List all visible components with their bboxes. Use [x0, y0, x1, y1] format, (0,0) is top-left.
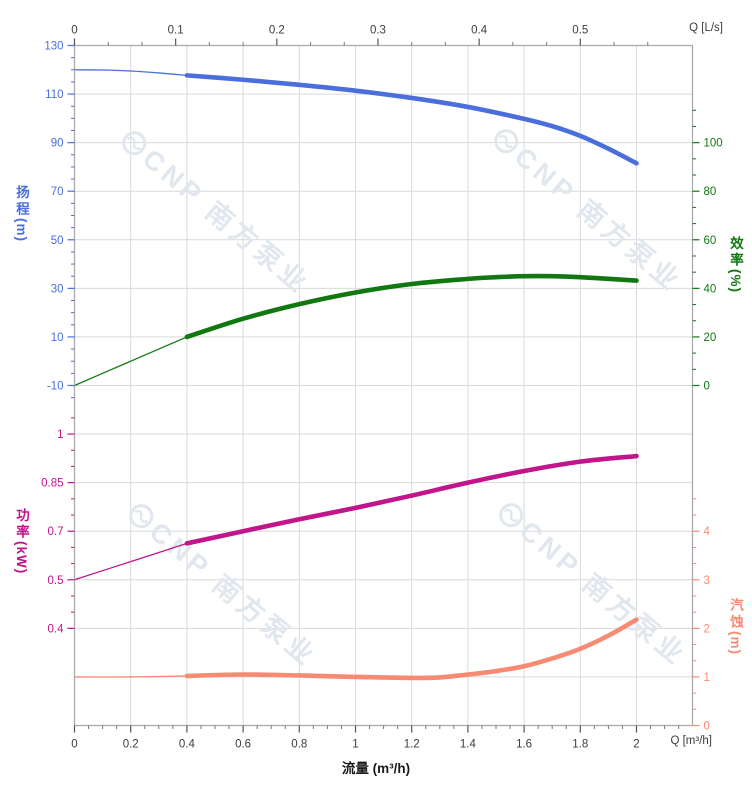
svg-text:0: 0 — [71, 25, 77, 37]
svg-text:20: 20 — [704, 332, 717, 344]
svg-text:130: 130 — [44, 41, 63, 53]
svg-text:0.4: 0.4 — [179, 739, 196, 751]
svg-text:1: 1 — [352, 739, 358, 751]
svg-text:110: 110 — [45, 89, 63, 101]
svg-text:1: 1 — [704, 672, 710, 684]
svg-text:70: 70 — [51, 186, 64, 198]
svg-text:0.85: 0.85 — [41, 478, 63, 490]
svg-text:40: 40 — [704, 283, 717, 295]
svg-text:50: 50 — [51, 235, 64, 247]
power-axis-unit: (kW) — [14, 541, 29, 575]
svg-text:3: 3 — [704, 575, 710, 587]
svg-text:0.5: 0.5 — [572, 25, 588, 37]
power-axis-title-text: 功率 — [14, 508, 29, 541]
svg-text:2: 2 — [633, 739, 639, 751]
npsh-axis-title-text: 汽蚀 — [728, 598, 743, 631]
svg-text:0.5: 0.5 — [48, 575, 64, 587]
svg-text:1.8: 1.8 — [572, 739, 588, 751]
svg-text:80: 80 — [704, 186, 717, 198]
efficiency-axis-title: 效率(%) — [725, 236, 745, 293]
svg-text:0.6: 0.6 — [235, 739, 251, 751]
svg-text:60: 60 — [704, 235, 717, 247]
efficiency-axis-title-text: 效率 — [728, 236, 743, 269]
svg-text:0.8: 0.8 — [291, 739, 307, 751]
svg-text:-10: -10 — [47, 381, 64, 393]
svg-text:1.4: 1.4 — [460, 739, 477, 751]
svg-text:0: 0 — [71, 739, 77, 751]
svg-text:0.4: 0.4 — [48, 623, 65, 635]
efficiency-axis-unit: (%) — [728, 269, 743, 293]
head-axis-unit: (m) — [14, 218, 29, 242]
svg-text:1.2: 1.2 — [404, 739, 420, 751]
svg-text:100: 100 — [704, 138, 723, 150]
npsh-axis-title: 汽蚀(m) — [725, 598, 745, 655]
head-axis-title: 扬程(m) — [11, 185, 31, 242]
svg-text:CNP 南方泵业: CNP 南方泵业 — [144, 516, 323, 673]
svg-text:0.2: 0.2 — [123, 739, 139, 751]
svg-text:90: 90 — [51, 138, 64, 150]
npsh-axis-unit: (m) — [728, 631, 743, 655]
svg-text:2: 2 — [704, 623, 710, 635]
head-axis-title-text: 扬程 — [14, 185, 29, 218]
svg-text:0.2: 0.2 — [269, 25, 285, 37]
svg-text:0.4: 0.4 — [471, 25, 488, 37]
svg-text:CNP 南方泵业: CNP 南方泵业 — [514, 515, 693, 672]
svg-text:0: 0 — [704, 721, 710, 733]
svg-text:1.6: 1.6 — [516, 739, 532, 751]
svg-text:CNP 南方泵业: CNP 南方泵业 — [137, 143, 316, 300]
svg-text:0.3: 0.3 — [370, 25, 386, 37]
svg-text:0.1: 0.1 — [168, 25, 184, 37]
svg-text:0.7: 0.7 — [48, 526, 64, 538]
svg-text:30: 30 — [51, 283, 64, 295]
svg-text:10: 10 — [51, 332, 64, 344]
power-axis-title: 功率(kW) — [11, 508, 31, 574]
x-axis-title: 流量 (m³/h) — [341, 761, 411, 776]
svg-text:1: 1 — [57, 429, 63, 441]
svg-text:0: 0 — [704, 381, 710, 393]
svg-text:4: 4 — [704, 526, 711, 538]
bottom-axis-unit-label: Q [m³/h] — [670, 735, 712, 747]
top-axis-unit-label: Q [L/s] — [689, 22, 723, 34]
